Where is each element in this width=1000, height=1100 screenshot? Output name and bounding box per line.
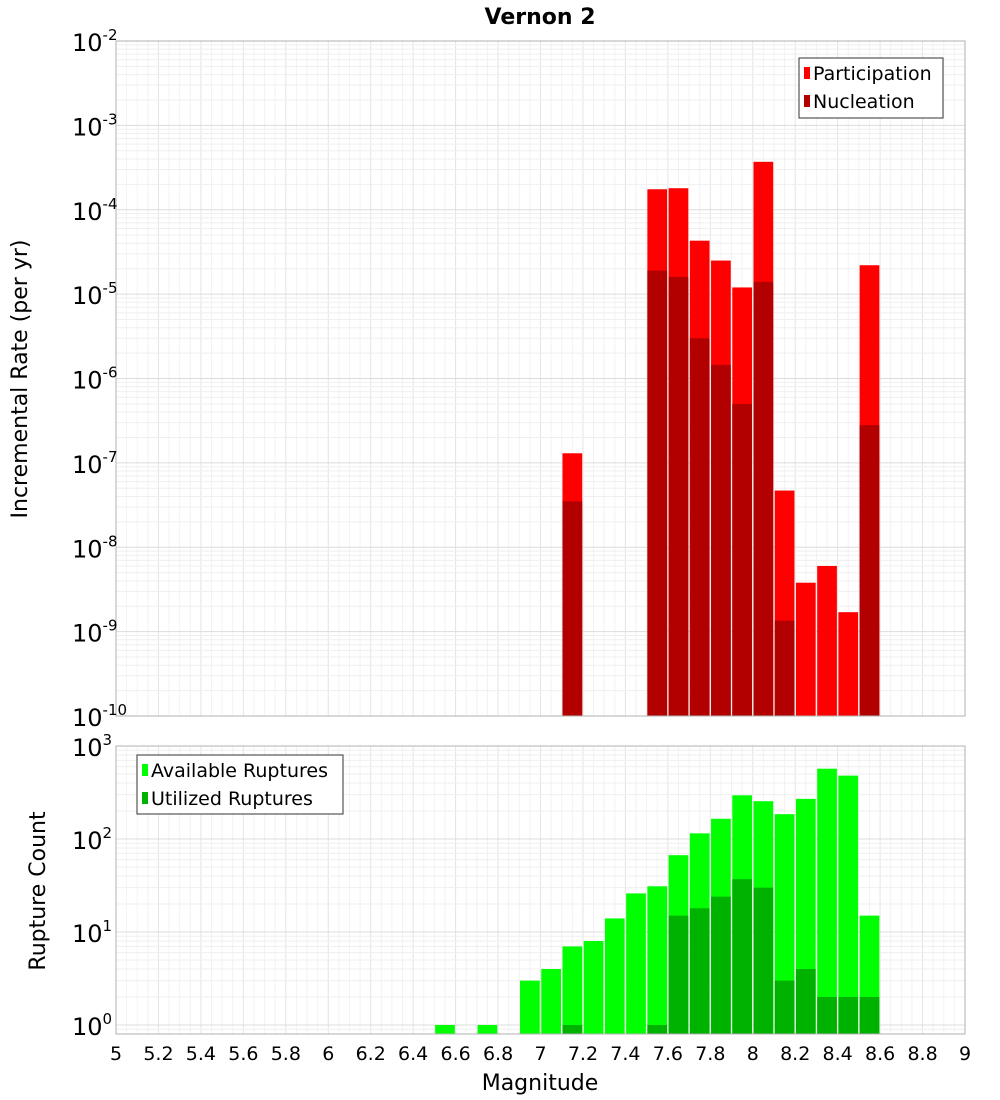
bar-inner-nucleation bbox=[711, 364, 731, 716]
bar-inner-utilized-ruptures bbox=[753, 887, 774, 1034]
bar-inner-utilized-ruptures bbox=[647, 1024, 668, 1034]
bar-inner-nucleation bbox=[753, 281, 774, 716]
bar-inner-nucleation bbox=[562, 501, 583, 716]
bar-available-ruptures bbox=[583, 941, 604, 1034]
y-tick-label: 10-6 bbox=[72, 364, 118, 395]
bar-participation bbox=[838, 612, 859, 716]
x-tick-label: 8.4 bbox=[823, 1043, 853, 1065]
bar-available-ruptures bbox=[477, 1024, 498, 1034]
x-tick-label: 5.4 bbox=[186, 1043, 216, 1065]
top-plot-area: 10-10 10-9 10-8 10-7 10-6 10-5 10-4 10-3 10-2 Par… bbox=[72, 26, 966, 732]
x-tick-label: 7.6 bbox=[653, 1043, 683, 1065]
bar-inner-nucleation bbox=[668, 276, 689, 716]
y-tick-label: 10-5 bbox=[72, 279, 118, 310]
y-tick-label: 10-3 bbox=[72, 110, 118, 141]
legend-box bbox=[136, 754, 344, 815]
y-tick-label: 100 bbox=[72, 1010, 112, 1041]
y-tick-label: 10-7 bbox=[72, 448, 118, 479]
bar-available-ruptures bbox=[541, 968, 561, 1034]
bar-inner-utilized-ruptures bbox=[711, 896, 731, 1034]
x-tick-label: 6.8 bbox=[483, 1043, 513, 1065]
bar-available-ruptures bbox=[562, 946, 583, 1034]
x-tick-label: 8.6 bbox=[865, 1043, 895, 1065]
legend-swatch bbox=[142, 764, 148, 776]
bar-participation bbox=[795, 582, 816, 716]
bar-inner-utilized-ruptures bbox=[689, 908, 710, 1034]
bar-inner-utilized-ruptures bbox=[668, 915, 689, 1034]
top-y-axis-label: Incremental Rate (per yr) bbox=[8, 240, 33, 519]
bar-available-ruptures bbox=[647, 886, 668, 1034]
bar-inner-nucleation bbox=[774, 620, 795, 716]
bar-available-ruptures bbox=[626, 893, 646, 1034]
legend-label-utilized-ruptures: Utilized Ruptures bbox=[151, 788, 313, 810]
bar-available-ruptures bbox=[604, 918, 625, 1034]
bar-inner-utilized-ruptures bbox=[732, 879, 752, 1034]
legend-label-available-ruptures: Available Ruptures bbox=[151, 760, 328, 782]
y-tick-label: 10-9 bbox=[72, 617, 118, 648]
x-axis-label: Magnitude bbox=[482, 1071, 599, 1096]
x-tick-label: 5.2 bbox=[143, 1043, 173, 1065]
bar-inner-utilized-ruptures bbox=[795, 968, 816, 1034]
x-tick-label: 5.8 bbox=[271, 1043, 301, 1065]
y-tick-label: 10-10 bbox=[72, 701, 127, 732]
legend-swatch bbox=[804, 67, 810, 79]
bar-inner-utilized-ruptures bbox=[859, 996, 880, 1034]
x-tick-label: 8 bbox=[747, 1043, 759, 1065]
bar-inner-nucleation bbox=[689, 338, 710, 716]
legend-swatch bbox=[142, 792, 148, 804]
legend-label-nucleation: Nucleation bbox=[813, 91, 915, 113]
bar-inner-nucleation bbox=[859, 425, 880, 716]
x-tick-label: 7.4 bbox=[610, 1043, 640, 1065]
bar-inner-nucleation bbox=[732, 403, 752, 716]
y-tick-label: 101 bbox=[72, 917, 112, 948]
legend-label-participation: Participation bbox=[813, 63, 932, 85]
bar-inner-utilized-ruptures bbox=[562, 1024, 583, 1034]
x-tick-label: 6.6 bbox=[440, 1043, 470, 1065]
x-tick-label: 7.8 bbox=[695, 1043, 725, 1065]
plot-frame bbox=[115, 40, 966, 717]
bar-inner-utilized-ruptures bbox=[817, 996, 837, 1034]
x-tick-label: 6.4 bbox=[398, 1043, 428, 1065]
bottom-plot-area: 100 101 102 103 Available Ruptures Utilized R… bbox=[72, 731, 971, 1065]
plot-frame bbox=[115, 745, 966, 1035]
x-tick-label: 7 bbox=[534, 1043, 546, 1065]
x-tick-label: 6 bbox=[322, 1043, 334, 1065]
bar-available-ruptures bbox=[435, 1024, 455, 1034]
bar-inner-utilized-ruptures bbox=[774, 980, 795, 1034]
chart-title: Vernon 2 bbox=[485, 5, 596, 30]
y-tick-label: 10-2 bbox=[72, 26, 118, 57]
x-tick-label: 9 bbox=[959, 1043, 971, 1065]
x-tick-label: 5 bbox=[110, 1043, 122, 1065]
bar-available-ruptures bbox=[774, 814, 795, 1034]
bar-available-ruptures bbox=[817, 768, 837, 1034]
x-tick-label: 6.2 bbox=[356, 1043, 386, 1065]
bar-participation bbox=[817, 565, 837, 716]
y-tick-label: 10-8 bbox=[72, 532, 118, 563]
legend-box bbox=[798, 57, 944, 119]
x-tick-label: 7.2 bbox=[568, 1043, 598, 1065]
y-tick-label: 102 bbox=[72, 824, 112, 855]
legend-swatch bbox=[804, 95, 810, 107]
y-tick-label: 10-4 bbox=[72, 195, 118, 226]
bar-available-ruptures bbox=[520, 980, 540, 1034]
x-tick-label: 8.8 bbox=[907, 1043, 937, 1065]
bar-inner-nucleation bbox=[647, 270, 668, 716]
x-tick-label: 8.2 bbox=[780, 1043, 810, 1065]
y-tick-label: 103 bbox=[72, 731, 112, 762]
bottom-y-axis-label: Rupture Count bbox=[26, 811, 51, 971]
bar-available-ruptures bbox=[838, 775, 859, 1034]
bar-inner-utilized-ruptures bbox=[838, 996, 859, 1034]
x-tick-label: 5.6 bbox=[228, 1043, 258, 1065]
